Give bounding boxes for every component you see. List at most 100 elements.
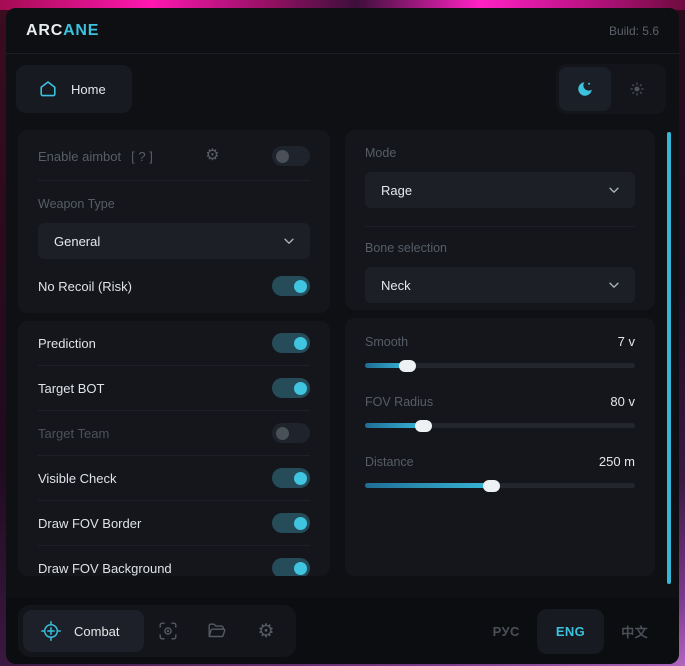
option-row: Visible Check — [38, 456, 310, 500]
home-button[interactable]: Home — [16, 65, 132, 113]
target-team-toggle[interactable] — [272, 423, 310, 443]
tab-configs[interactable] — [193, 610, 242, 652]
no-recoil-row: No Recoil (Risk) — [38, 259, 310, 313]
enable-aimbot-label: Enable aimbot — [38, 148, 122, 164]
distance-value: 250 m — [598, 454, 635, 469]
aimbot-column: Enable aimbot [ ? ] ⚙ Weapon Type Genera… — [18, 130, 330, 576]
tab-settings[interactable]: ⚙ — [242, 610, 291, 652]
chevron-down-icon — [609, 282, 619, 288]
lang-zh-button[interactable]: 中文 — [621, 624, 648, 640]
tab-combat[interactable]: Combat — [23, 610, 144, 652]
mode-value: Rage — [381, 182, 413, 198]
brand-accent: ANE — [63, 21, 100, 39]
crosshair-icon — [41, 621, 61, 641]
brand-primary: ARC — [26, 21, 64, 39]
draw-fov-border-label: Draw FOV Border — [38, 515, 142, 531]
draw-fov-border-toggle[interactable] — [272, 513, 310, 533]
settings-gear-icon: ⚙ — [257, 620, 275, 642]
smooth-slider-fill — [365, 359, 417, 372]
tab-combat-label: Combat — [74, 623, 120, 639]
aimbot-settings-gear-icon[interactable]: ⚙ — [205, 147, 220, 164]
distance-slider-thumb[interactable] — [482, 479, 500, 492]
content-scrollbar[interactable] — [667, 132, 671, 584]
visible-check-toggle[interactable] — [272, 468, 310, 488]
mode-label: Mode — [365, 146, 397, 160]
tab-visuals[interactable] — [144, 610, 193, 652]
enable-aimbot-row: Enable aimbot [ ? ] ⚙ — [38, 132, 310, 180]
scan-eye-icon — [159, 622, 177, 640]
divider — [38, 500, 310, 501]
fov-radius-value: 80 v — [610, 394, 635, 409]
weapon-type-value: General — [54, 233, 101, 249]
option-row: Target Team — [38, 411, 310, 455]
enable-aimbot-hint: [ ? ] — [131, 148, 153, 164]
aimbot-options-card: Prediction Target BOT Target Team Visibl… — [18, 321, 330, 576]
weapon-type-select[interactable]: General — [38, 223, 310, 259]
option-row: Draw FOV Background — [38, 546, 310, 576]
divider — [38, 410, 310, 411]
divider — [38, 545, 310, 546]
targeting-column: Mode Rage Bone selection Neck Smooth 7 v — [345, 130, 655, 576]
chevron-down-icon — [609, 187, 619, 193]
home-label: Home — [71, 81, 106, 97]
target-bot-label: Target BOT — [38, 380, 105, 396]
weapon-type-label: Weapon Type — [38, 197, 115, 211]
divider — [365, 226, 635, 227]
option-row: Target BOT — [38, 366, 310, 410]
lang-rus-button[interactable]: РУС — [492, 623, 520, 639]
bone-selection-label: Bone selection — [365, 241, 448, 255]
fov-radius-slider[interactable] — [365, 419, 635, 432]
language-switcher: РУС ENG 中文 — [476, 608, 665, 655]
theme-dark-button[interactable] — [559, 67, 611, 111]
draw-fov-background-label: Draw FOV Background — [38, 560, 172, 576]
option-row: Draw FOV Border — [38, 501, 310, 545]
fov-radius-slider-group: FOV Radius 80 v — [365, 394, 635, 432]
enable-aimbot-toggle[interactable] — [272, 146, 310, 166]
divider — [38, 180, 310, 181]
app-window: ARCANE Build: 5.6 Home — [6, 8, 679, 664]
target-bot-toggle[interactable] — [272, 378, 310, 398]
visible-check-label: Visible Check — [38, 470, 117, 486]
sun-icon — [630, 82, 644, 96]
prediction-label: Prediction — [38, 335, 96, 351]
bottom-bar: Combat — [6, 598, 679, 664]
smooth-value: 7 v — [617, 334, 635, 349]
content-area: Enable aimbot [ ? ] ⚙ Weapon Type Genera… — [6, 124, 679, 576]
distance-label: Distance — [365, 455, 414, 469]
divider — [38, 455, 310, 456]
lang-eng-button[interactable]: ENG — [536, 608, 605, 654]
bone-selection-select[interactable]: Neck — [365, 267, 635, 303]
fov-radius-label: FOV Radius — [365, 395, 434, 409]
no-recoil-label: No Recoil (Risk) — [38, 278, 132, 294]
distance-slider-group: Distance 250 m — [365, 454, 635, 492]
mode-bone-card: Mode Rage Bone selection Neck — [345, 130, 655, 310]
sliders-card: Smooth 7 v FOV Radius 80 v — [345, 318, 655, 576]
smooth-label: Smooth — [365, 335, 409, 349]
smooth-slider[interactable] — [365, 359, 635, 372]
nav-bar: Home — [6, 54, 679, 124]
distance-slider-fill — [365, 479, 500, 492]
folder-open-icon — [208, 623, 226, 638]
target-team-label: Target Team — [38, 425, 110, 441]
mode-select[interactable]: Rage — [365, 172, 635, 208]
home-icon — [40, 81, 56, 97]
build-version-label: Build: 5.6 — [608, 23, 659, 38]
app-logo: ARCANE — [26, 22, 99, 40]
fov-radius-slider-thumb[interactable] — [415, 419, 433, 432]
smooth-slider-group: Smooth 7 v — [365, 334, 635, 372]
theme-light-button[interactable] — [611, 67, 663, 111]
prediction-toggle[interactable] — [272, 333, 310, 353]
no-recoil-toggle[interactable] — [272, 276, 310, 296]
fov-radius-slider-fill — [365, 419, 433, 432]
bottom-tabs-group: Combat — [18, 605, 296, 657]
option-row: Prediction — [38, 321, 310, 365]
moon-icon — [578, 82, 592, 96]
aimbot-card: Enable aimbot [ ? ] ⚙ Weapon Type Genera… — [18, 130, 330, 313]
divider — [38, 365, 310, 366]
bone-selection-value: Neck — [381, 277, 411, 293]
distance-slider[interactable] — [365, 479, 635, 492]
theme-toggle-group — [556, 64, 666, 114]
draw-fov-background-toggle[interactable] — [272, 558, 310, 576]
smooth-slider-thumb[interactable] — [399, 359, 417, 372]
chevron-down-icon — [284, 238, 294, 244]
